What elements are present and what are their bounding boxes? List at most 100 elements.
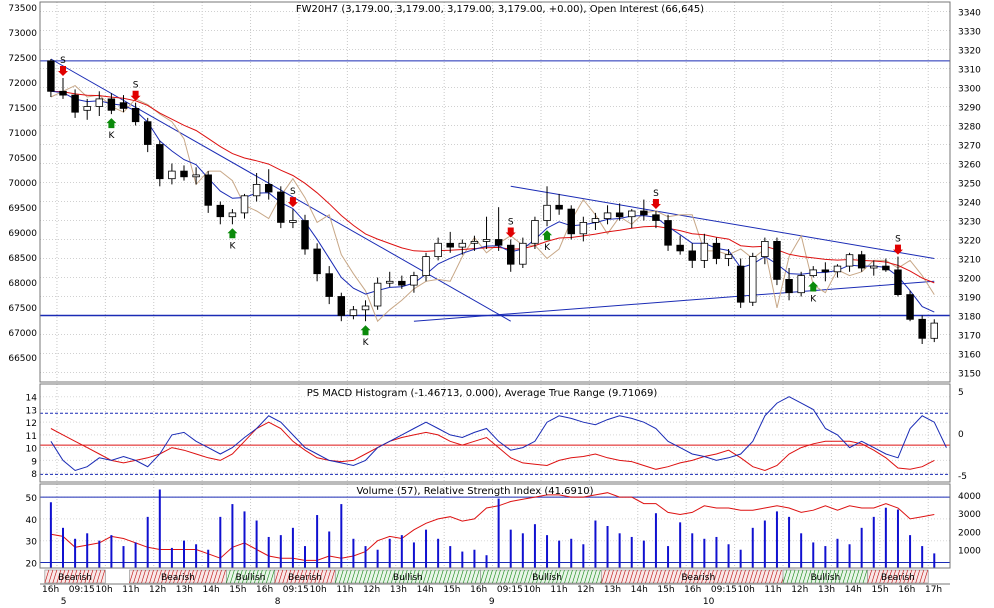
candle-body	[349, 309, 358, 316]
band-hatch	[891, 569, 896, 584]
band-hatch	[802, 569, 808, 584]
band-hatch	[637, 569, 642, 584]
band-hatch	[378, 569, 384, 584]
band-hatch	[621, 569, 626, 584]
candle-body	[555, 204, 563, 210]
band-hatch	[609, 569, 614, 584]
band-hatch	[56, 569, 62, 584]
band-hatch	[895, 569, 900, 584]
price-right-tick: 3320	[958, 47, 981, 57]
hour-label: 17h	[925, 585, 942, 595]
price-right-tick: 3280	[958, 123, 981, 133]
band-hatch	[414, 569, 420, 584]
rsi-line	[50, 492, 935, 561]
band-hatch	[100, 569, 106, 584]
band-hatch	[697, 569, 702, 584]
hour-label: 15h	[871, 585, 888, 595]
band-hatch	[480, 569, 485, 584]
band-hatch	[250, 569, 255, 584]
candle-body	[422, 256, 430, 277]
band-hatch	[254, 569, 259, 584]
band-hatch	[838, 569, 844, 584]
band-hatch	[177, 569, 182, 584]
price-left-tick: 73500	[8, 4, 37, 14]
candle-body	[156, 144, 164, 180]
candle-body	[773, 240, 781, 280]
band-hatch	[681, 569, 686, 584]
band-hatch	[185, 569, 190, 584]
band-hatch	[430, 569, 436, 584]
sell-arrow-icon	[287, 197, 298, 208]
band-hatch	[899, 569, 904, 584]
band-hatch	[592, 569, 597, 584]
band-hatch	[314, 569, 320, 584]
hour-label: 13h	[390, 585, 407, 595]
buy-arrow-icon	[360, 325, 371, 336]
sell-arrow-icon	[130, 90, 141, 101]
sell-marker-label: S	[60, 56, 66, 66]
band-hatch	[161, 569, 166, 584]
band-hatch	[334, 569, 340, 584]
price-right-tick: 3290	[958, 104, 981, 114]
band-hatch	[454, 569, 460, 584]
band-hatch	[814, 569, 820, 584]
candle-body	[204, 174, 212, 206]
band-hatch	[798, 569, 804, 584]
band-hatch	[422, 569, 428, 584]
candle-body	[543, 204, 551, 221]
band-hatch	[633, 569, 638, 584]
volume-left-tick: 40	[26, 516, 38, 526]
candle-body	[373, 282, 382, 307]
band-hatch	[221, 569, 226, 584]
candle-body	[446, 242, 454, 248]
price-right-tick: 3260	[958, 161, 981, 171]
buy-arrow-icon	[808, 281, 819, 292]
buy-arrow-icon	[227, 228, 238, 239]
sell-arrow-icon	[892, 244, 903, 255]
band-hatch	[354, 569, 360, 584]
band-hatch	[322, 569, 328, 584]
band-hatch	[846, 569, 852, 584]
band-hatch	[189, 569, 194, 584]
hour-label: 13h	[604, 585, 621, 595]
band-hatch	[302, 569, 308, 584]
candle-body	[361, 305, 370, 311]
candle-body	[857, 254, 866, 269]
upper-triangle-line	[510, 185, 935, 259]
candle-body	[724, 254, 733, 259]
candle-body	[47, 60, 55, 92]
panel-frame	[39, 1, 951, 383]
band-hatch	[826, 569, 832, 584]
band-hatch	[504, 569, 509, 584]
band-hatch	[418, 569, 424, 584]
band-hatch	[605, 569, 610, 584]
candle-body	[591, 218, 600, 223]
candle-body	[494, 239, 503, 246]
band-hatch	[653, 569, 658, 584]
band-hatch	[426, 569, 432, 584]
hour-label: 15h	[657, 585, 674, 595]
buy-arrow-icon	[106, 118, 117, 129]
band-hatch	[193, 569, 198, 584]
trend-band-label: Bullish	[236, 573, 266, 583]
band-hatch	[907, 569, 912, 584]
candle-body	[688, 250, 696, 261]
hour-label: 09:15	[497, 585, 523, 595]
band-hatch	[572, 569, 577, 584]
day-label: 10	[703, 597, 715, 607]
band-hatch	[310, 569, 316, 584]
macd-right-tick: 5	[958, 388, 964, 398]
candle-body	[809, 269, 817, 276]
hour-label: 09:15	[283, 585, 309, 595]
hour-label: 16h	[898, 585, 915, 595]
band-hatch	[410, 569, 416, 584]
candle-body	[434, 242, 442, 258]
band-hatch	[629, 569, 634, 584]
band-hatch	[92, 569, 98, 584]
candle-body	[749, 256, 757, 303]
hour-label: 13h	[818, 585, 835, 595]
band-hatch	[470, 569, 476, 584]
macd-left-tick: 13	[26, 406, 37, 416]
band-hatch	[318, 569, 324, 584]
band-hatch	[532, 569, 537, 584]
